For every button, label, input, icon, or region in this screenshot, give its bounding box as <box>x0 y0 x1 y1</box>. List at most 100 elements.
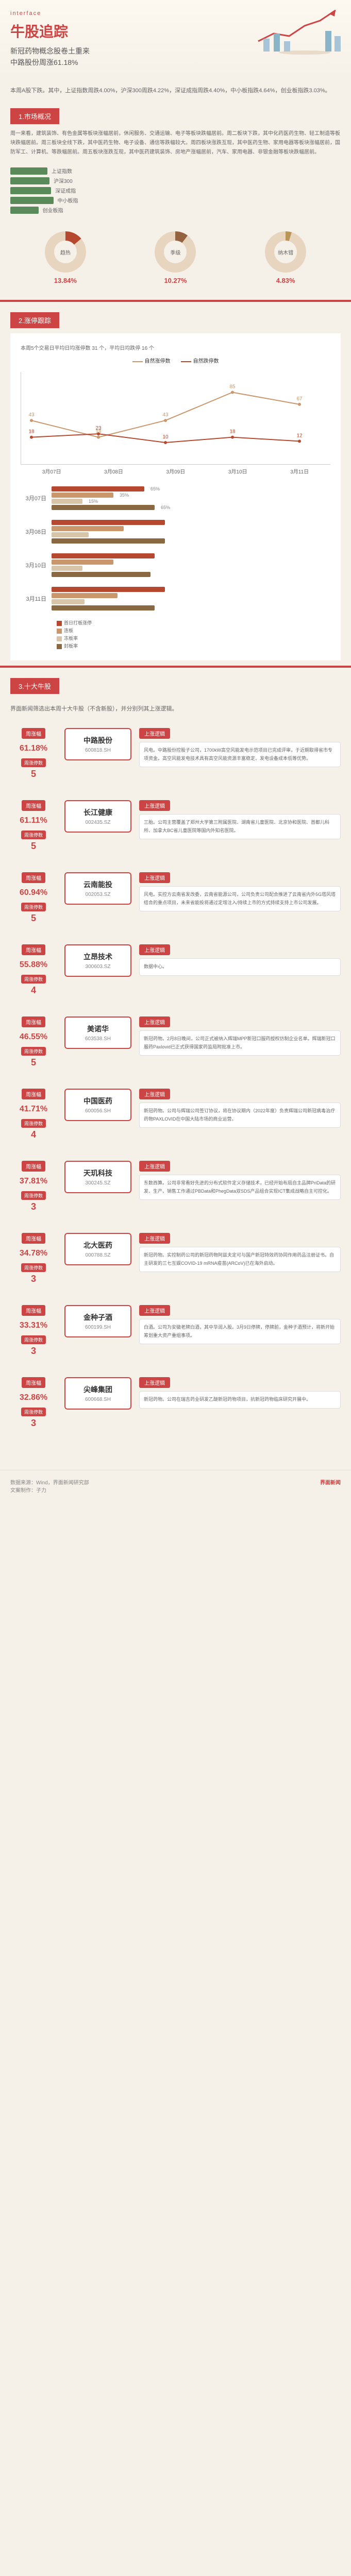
donut-chart: 趋热 <box>45 231 86 273</box>
hbar-legend-label: 首日打板涨停 <box>64 620 92 625</box>
market-overview-text: 周一来看，建筑装饰、有色金属等板块涨幅居前，休闲服务、交通运输、电子等板块跌幅居… <box>0 129 351 165</box>
logic-text: 东数西算。公司非常看好先进的分布式软件定义存储技术，已经开始布局自主品牌PriD… <box>139 1175 341 1200</box>
stock-code: 002435.SZ <box>70 820 126 825</box>
svg-text:18: 18 <box>229 429 236 435</box>
donut-label: 季级 <box>164 241 187 263</box>
hbar <box>52 526 124 531</box>
donut-chart: 季级 <box>155 231 196 273</box>
limit-count: 3 <box>10 1274 57 1284</box>
logic-text: 新冠药物。2月8日晚间，公司正式被纳入辉瑞MPP新冠口服药授权仿制企业名单。辉瑞… <box>139 1030 341 1056</box>
index-bar <box>10 167 47 175</box>
limit-intro: 本周5个交易日平均日均涨停数 31 个，平均日均跌停 16 个 <box>21 344 330 351</box>
svg-text:10: 10 <box>162 434 169 440</box>
stock-code: 600818.SH <box>70 748 126 753</box>
pct-badge: 周涨幅 <box>22 1016 45 1027</box>
limit-badge: 周涨停数 <box>21 1408 46 1416</box>
hbar-date: 3月11日 <box>21 595 52 603</box>
pct-badge: 周涨幅 <box>22 1089 45 1099</box>
hbar-chart: 3月07日65%35%15%65%3月08日3月10日3月11日首日打板涨停连板… <box>21 485 330 649</box>
index-bars: 上证指数沪深300深证成指中小板指创业板指 <box>0 167 351 221</box>
index-bar <box>10 177 49 184</box>
stock-box: 天玑科技 300245.SZ <box>64 1161 131 1193</box>
limit-count: 5 <box>10 913 57 924</box>
stock-code: 300603.SZ <box>70 964 126 970</box>
pct-value: 60.94% <box>10 888 57 897</box>
index-bar-label: 中小板指 <box>58 196 78 204</box>
hbar <box>52 593 118 598</box>
header-illustration <box>253 5 346 57</box>
donut-value: 4.83% <box>265 277 306 284</box>
hbar-date: 3月10日 <box>21 561 52 569</box>
hbar-legend-label: 封板率 <box>64 643 78 649</box>
logic-text: 三胎。公司主营覆盖了郑州大学第三附属医院、湖南省儿童医院、北京协和医院、首都儿科… <box>139 814 341 839</box>
hbar <box>52 566 82 571</box>
logic-badge: 上涨逻辑 <box>139 1089 170 1099</box>
index-bar-label: 上证指数 <box>52 167 72 175</box>
stock-code: 000788.SZ <box>70 1252 126 1258</box>
limit-badge: 周涨停数 <box>21 975 46 984</box>
stock-code: 600668.SH <box>70 1397 126 1402</box>
divider <box>0 300 351 302</box>
pct-value: 37.81% <box>10 1177 57 1186</box>
stock-code: 002053.SZ <box>70 892 126 897</box>
divider-2 <box>0 666 351 668</box>
stock-box: 美诺华 603538.SH <box>64 1016 131 1049</box>
pct-value: 41.71% <box>10 1105 57 1114</box>
section-2-head: 2.涨停跟踪 <box>10 312 59 328</box>
limit-count: 5 <box>10 841 57 852</box>
donut-chart: 纳木错 <box>265 231 306 273</box>
hbar <box>52 538 165 544</box>
limit-badge: 周涨停数 <box>21 758 46 767</box>
pct-value: 61.11% <box>10 816 57 825</box>
logic-badge: 上涨逻辑 <box>139 1233 170 1244</box>
legend-swatch <box>132 361 143 362</box>
logic-text: 数据中心。 <box>139 958 341 975</box>
pct-badge: 周涨幅 <box>22 872 45 883</box>
limit-badge: 周涨停数 <box>21 1047 46 1056</box>
pct-badge: 周涨幅 <box>22 944 45 955</box>
hbar: 35% <box>52 493 113 498</box>
svg-text:85: 85 <box>229 384 236 390</box>
stock-box: 中国医药 600056.SH <box>64 1089 131 1121</box>
limit-count: 3 <box>10 1418 57 1429</box>
line-x-axis: 3月07日3月08日3月09日3月10日3月11日 <box>21 467 330 475</box>
index-bar-label: 深证成指 <box>55 187 76 194</box>
stock-name: 尖峰集团 <box>70 1384 126 1395</box>
hbar-legend-swatch <box>57 629 62 634</box>
limit-badge: 周涨停数 <box>21 831 46 839</box>
hbar: 65% <box>52 505 155 510</box>
logic-badge: 上涨逻辑 <box>139 728 170 739</box>
svg-text:12: 12 <box>296 433 303 439</box>
legend-swatch <box>181 361 191 362</box>
logic-badge: 上涨逻辑 <box>139 1305 170 1316</box>
pct-value: 61.18% <box>10 744 57 753</box>
footer-source: 数据来源：Wind，界面新闻研究部 <box>10 1478 89 1486</box>
donut-label: 趋热 <box>54 241 77 263</box>
logic-text: 新冠药物。公司在瑞吉药业研发乙醚新冠药物项目，抗新冠药物临床研究开展中。 <box>139 1391 341 1408</box>
limit-count: 3 <box>10 1346 57 1357</box>
pct-badge: 周涨幅 <box>22 800 45 811</box>
logic-badge: 上涨逻辑 <box>139 1377 170 1388</box>
stock-list: 周涨幅 61.18% 周涨停数 5 中路股份 600818.SH 上涨逻辑 风电… <box>0 718 351 1460</box>
limit-badge: 周涨停数 <box>21 1335 46 1344</box>
stock-box: 立昂技术 300603.SZ <box>64 944 131 977</box>
limit-line-chart: 43184385671823101812 <box>21 372 330 465</box>
stock-box: 北大医药 000788.SZ <box>64 1233 131 1265</box>
stock-name: 北大医药 <box>70 1240 126 1250</box>
pct-badge: 周涨幅 <box>22 1305 45 1316</box>
svg-text:18: 18 <box>28 429 35 435</box>
pct-badge: 周涨幅 <box>22 728 45 739</box>
limit-count: 4 <box>10 1129 57 1140</box>
hbar <box>52 572 151 577</box>
stock-name: 长江健康 <box>70 807 126 818</box>
pct-value: 33.31% <box>10 1321 57 1330</box>
logic-text: 新冠药物。实控制药公司的新冠药物阿兹夫定可与国产新冠特效药协同作用药品注册证书。… <box>139 1247 341 1272</box>
legend-label: 自然跌停数 <box>193 359 219 364</box>
section-1-head: 1.市场概况 <box>10 108 59 124</box>
stock-name: 中路股份 <box>70 735 126 745</box>
limit-badge: 周涨停数 <box>21 1191 46 1200</box>
pct-value: 32.86% <box>10 1393 57 1402</box>
svg-text:23: 23 <box>95 426 102 431</box>
line-legend: 自然涨停数自然跌停数 <box>21 357 330 364</box>
footer: 数据来源：Wind，界面新闻研究部 文案制作：子力 界面新闻 <box>0 1470 351 1501</box>
